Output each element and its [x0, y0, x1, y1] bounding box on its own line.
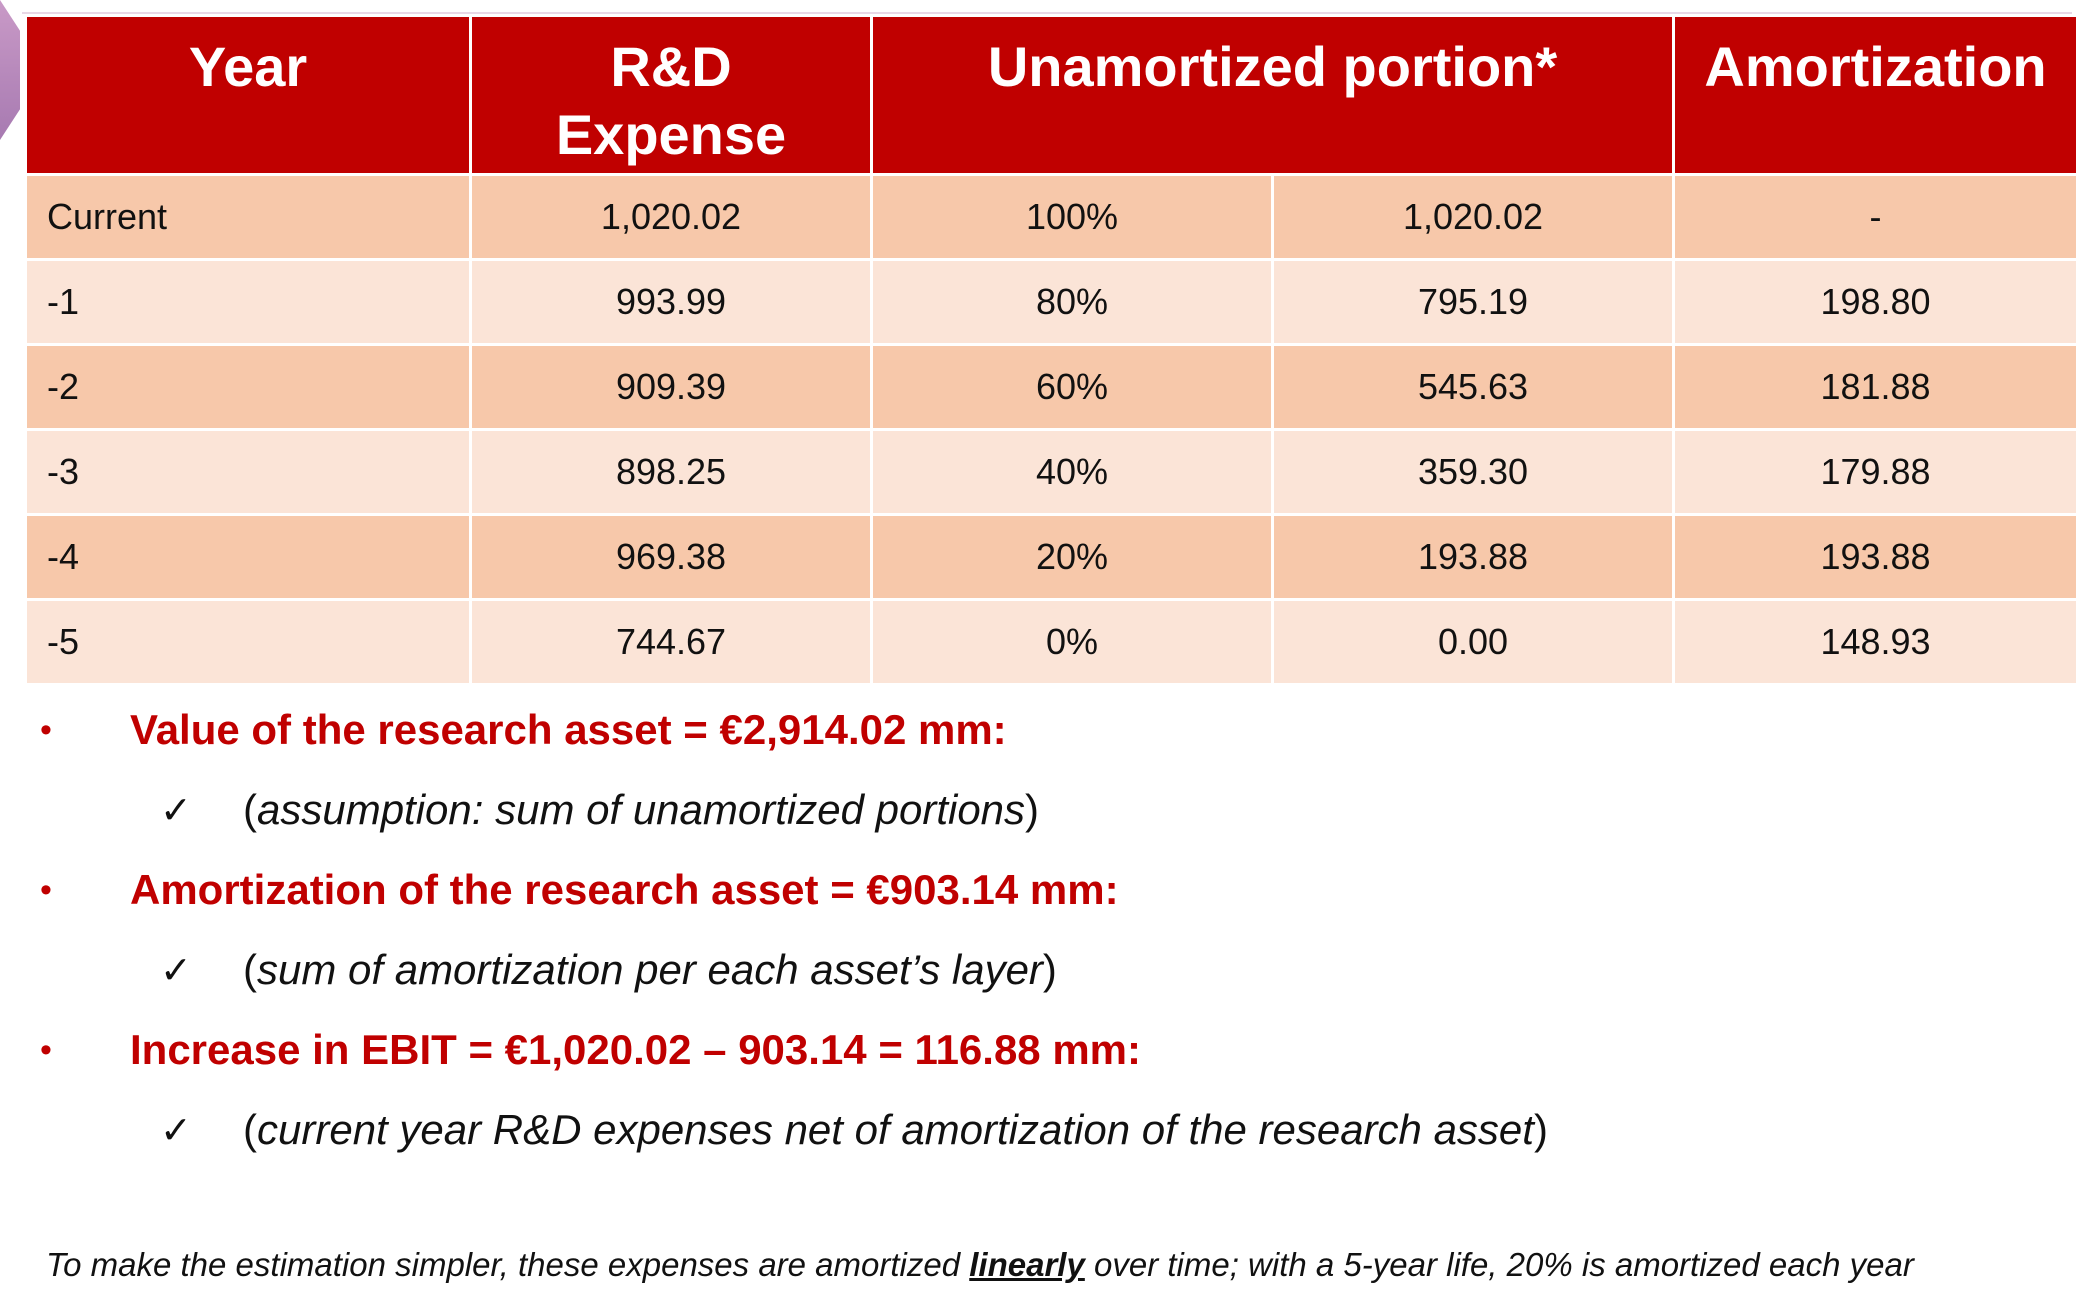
cell-unamortized-value: 193.88	[1270, 513, 1676, 601]
cell-year: -1	[24, 258, 472, 346]
note-sub-text: (current year R&D expenses net of amorti…	[243, 1106, 1548, 1153]
note-sub-research-asset-amortization: ✓ (sum of amortization per each asset’s …	[40, 930, 2040, 1010]
note-text: Value of the research asset = €2,914.02 …	[130, 706, 1007, 753]
table-row: -2 909.39 60% 545.63 181.88	[24, 343, 2080, 431]
header-rd-line2: Expense	[555, 103, 787, 166]
table-row: -1 993.99 80% 795.19 198.80	[24, 258, 2080, 346]
checkmark-icon: ✓	[160, 948, 192, 992]
cell-rd-expense: 898.25	[469, 428, 873, 516]
cell-unamortized-pct: 80%	[870, 258, 1274, 346]
cell-unamortized-value: 545.63	[1270, 343, 1676, 431]
cell-year: -4	[24, 513, 472, 601]
footnote: To make the estimation simpler, these ex…	[46, 1246, 1914, 1284]
checkmark-icon: ✓	[160, 1108, 192, 1152]
cell-unamortized-pct: 100%	[870, 173, 1274, 261]
footnote-before: To make the estimation simpler, these ex…	[46, 1246, 970, 1283]
bullet-icon: •	[40, 1031, 52, 1069]
cell-rd-expense: 993.99	[469, 258, 873, 346]
cell-amortization: 198.80	[1672, 258, 2080, 346]
checkmark-icon: ✓	[160, 788, 192, 832]
note-sub-ebit-increase: ✓ (current year R&D expenses net of amor…	[40, 1090, 2040, 1170]
note-research-asset-value: • Value of the research asset = €2,914.0…	[40, 690, 2040, 770]
table-row: Current 1,020.02 100% 1,020.02 -	[24, 173, 2080, 261]
header-amortization: Amortization	[1672, 14, 2080, 176]
cell-rd-expense: 1,020.02	[469, 173, 873, 261]
table-header-row: Year R&D Expense Unamortized portion* Am…	[24, 14, 2080, 176]
bullet-icon: •	[40, 711, 52, 749]
cell-unamortized-pct: 40%	[870, 428, 1274, 516]
cell-unamortized-pct: 60%	[870, 343, 1274, 431]
cell-unamortized-pct: 20%	[870, 513, 1274, 601]
cell-amortization: 148.93	[1672, 598, 2080, 686]
note-text: Increase in EBIT = €1,020.02 – 903.14 = …	[130, 1026, 1142, 1073]
header-rd-line1: R&D	[610, 35, 732, 98]
cell-rd-expense: 909.39	[469, 343, 873, 431]
table-row: -5 744.67 0% 0.00 148.93	[24, 598, 2080, 686]
table-row: -3 898.25 40% 359.30 179.88	[24, 428, 2080, 516]
cell-amortization: -	[1672, 173, 2080, 261]
footnote-after: over time; with a 5-year life, 20% is am…	[1084, 1246, 1914, 1283]
corner-decoration	[0, 0, 20, 140]
header-year: Year	[24, 14, 472, 176]
bullet-icon: •	[40, 871, 52, 909]
cell-unamortized-pct: 0%	[870, 598, 1274, 686]
note-research-asset-amortization: • Amortization of the research asset = €…	[40, 850, 2040, 930]
rd-amortization-table: Year R&D Expense Unamortized portion* Am…	[24, 14, 2080, 686]
header-unamortized-portion: Unamortized portion*	[869, 14, 1676, 176]
cell-unamortized-value: 0.00	[1270, 598, 1676, 686]
note-sub-text: (sum of amortization per each asset’s la…	[243, 946, 1057, 993]
cell-unamortized-value: 795.19	[1270, 258, 1676, 346]
notes-list: • Value of the research asset = €2,914.0…	[40, 690, 2040, 1170]
note-sub-research-asset-value: ✓ (assumption: sum of unamortized portio…	[40, 770, 2040, 850]
note-sub-text: (assumption: sum of unamortized portions…	[243, 786, 1040, 833]
cell-year: -2	[24, 343, 472, 431]
cell-rd-expense: 969.38	[469, 513, 873, 601]
top-divider	[22, 12, 2072, 14]
cell-amortization: 193.88	[1672, 513, 2080, 601]
header-rd-expense: R&D Expense	[469, 14, 873, 176]
cell-year: Current	[24, 173, 472, 261]
cell-year: -3	[24, 428, 472, 516]
cell-amortization: 179.88	[1672, 428, 2080, 516]
table-row: -4 969.38 20% 193.88 193.88	[24, 513, 2080, 601]
footnote-emphasis: linearly	[969, 1246, 1085, 1283]
cell-year: -5	[24, 598, 472, 686]
cell-unamortized-value: 1,020.02	[1270, 173, 1676, 261]
cell-rd-expense: 744.67	[469, 598, 873, 686]
cell-amortization: 181.88	[1672, 343, 2080, 431]
cell-unamortized-value: 359.30	[1270, 428, 1676, 516]
note-ebit-increase: • Increase in EBIT = €1,020.02 – 903.14 …	[40, 1010, 2040, 1090]
note-text: Amortization of the research asset = €90…	[130, 866, 1119, 913]
